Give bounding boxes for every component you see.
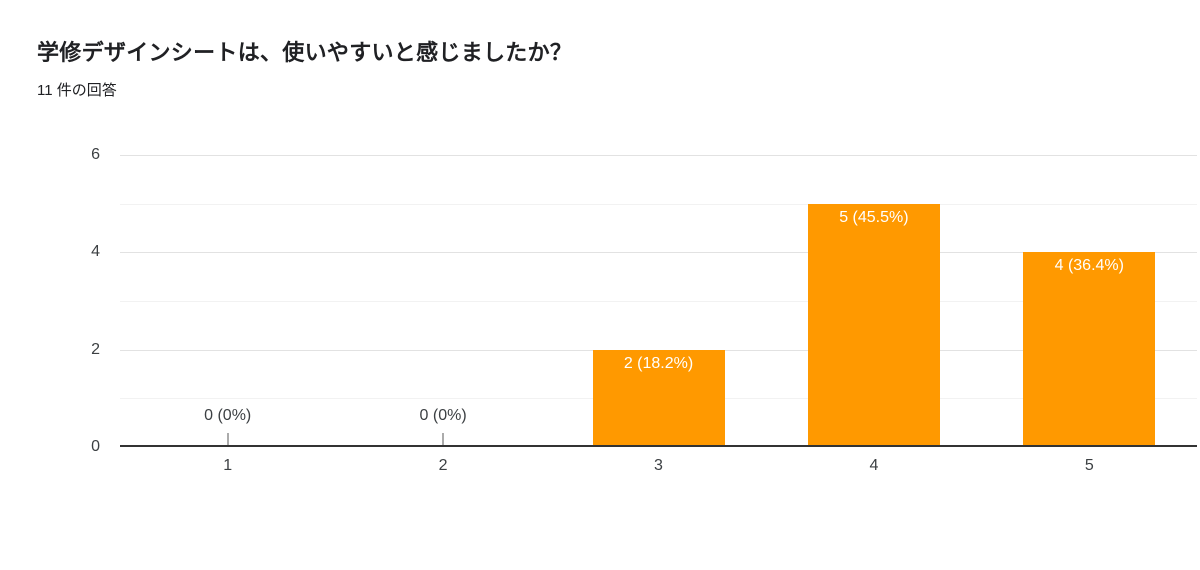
gridline-minor [120, 203, 1197, 205]
zero-value-label: 0 (0%) [204, 407, 252, 424]
x-tick-label: 3 [654, 457, 663, 474]
gridline-major [120, 155, 1197, 156]
zero-callout-line [442, 433, 445, 447]
bar: 2 (18.2%) [592, 349, 725, 447]
zero-value-label: 0 (0%) [419, 407, 467, 424]
y-tick-label: 0 [91, 438, 100, 455]
plot-area: 0 2 4 6 1 0 (0%) 2 0 (0%) 3 2 (18.2%) 4 5 (45.5%) 5 4… [91, 146, 1197, 474]
y-tick-label: 4 [91, 243, 100, 261]
gridline-minor [120, 301, 1197, 302]
bar-value-label: 5 (45.5%) [839, 208, 909, 226]
x-tick-label: 2 [438, 457, 448, 474]
x-axis-line [120, 445, 1197, 447]
y-tick-label: 2 [91, 340, 100, 358]
x-tick-label: 4 [869, 457, 879, 474]
bar-value-label: 4 (36.4%) [1054, 257, 1124, 275]
bar: 4 (36.4%) [1023, 252, 1156, 447]
x-tick-label: 5 [1084, 457, 1094, 474]
response-count: 11 件の回答 [37, 82, 117, 99]
x-tick-label: 1 [223, 457, 233, 474]
question-title: 学修デザインシートは、使いやすいと感じましたか？ [37, 40, 573, 65]
gridline-major [120, 252, 1197, 254]
bar: 5 (45.5%) [807, 203, 940, 447]
y-tick-label: 6 [91, 146, 100, 163]
zero-callout-line [226, 433, 229, 447]
bar-value-label: 2 (18.2%) [623, 354, 694, 372]
chart-header: 学修デザインシートは、使いやすいと感じましたか？ 11 件の回答 [37, 38, 572, 100]
